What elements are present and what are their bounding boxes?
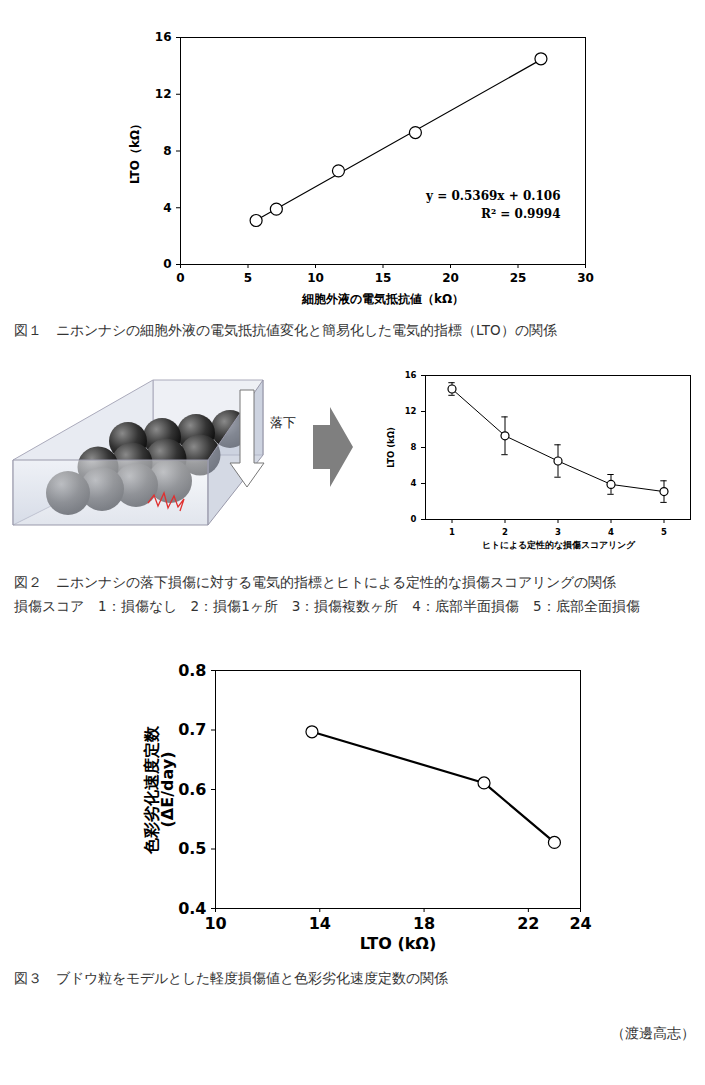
svg-text:18: 18: [413, 914, 435, 933]
svg-text:4: 4: [608, 527, 614, 537]
svg-text:0.8: 0.8: [178, 661, 206, 680]
svg-text:落下: 落下: [270, 415, 296, 430]
svg-text:12: 12: [155, 87, 172, 101]
html-text:（渡邊高志）: （渡邊高志）: [611, 1025, 695, 1041]
svg-text:0: 0: [411, 514, 417, 524]
svg-text:4: 4: [163, 201, 171, 215]
svg-text:1: 1: [449, 527, 455, 537]
svg-text:色彩劣化速度定数(ΔE/day): 色彩劣化速度定数(ΔE/day): [142, 725, 177, 855]
svg-text:25: 25: [510, 271, 527, 285]
svg-text:0.5: 0.5: [178, 839, 206, 858]
svg-text:3: 3: [555, 527, 561, 537]
svg-text:16: 16: [405, 370, 417, 380]
html-text:図１ ニホンナシの細胞外液の電気抵抗値変化と簡易化した電気的: 図１ ニホンナシの細胞外液の電気抵抗値変化と簡易化した電気的指標（LTO）の関係: [14, 322, 557, 338]
svg-text:R² = 0.9994: R² = 0.9994: [481, 207, 561, 221]
svg-text:y = 0.5369x + 0.106: y = 0.5369x + 0.106: [425, 189, 560, 203]
svg-text:16: 16: [155, 30, 172, 44]
svg-text:2: 2: [502, 527, 508, 537]
svg-text:12: 12: [405, 406, 417, 416]
svg-text:30: 30: [577, 271, 594, 285]
html-text:図２ ニホンナシの落下損傷に対する電気的指標とヒトによる定性: 図２ ニホンナシの落下損傷に対する電気的指標とヒトによる定性的な損傷スコアリング…: [14, 574, 616, 590]
svg-text:LTO (kΩ): LTO (kΩ): [360, 934, 437, 953]
svg-text:細胞外液の電気抵抗値（kΩ）: 細胞外液の電気抵抗値（kΩ）: [301, 292, 464, 306]
svg-text:0: 0: [163, 257, 171, 271]
svg-text:8: 8: [163, 144, 171, 158]
svg-text:0: 0: [176, 271, 184, 285]
svg-text:4: 4: [411, 478, 417, 488]
svg-text:14: 14: [309, 914, 331, 933]
svg-text:10: 10: [204, 914, 226, 933]
svg-text:10: 10: [307, 271, 324, 285]
svg-text:8: 8: [411, 442, 417, 452]
svg-text:24: 24: [569, 914, 591, 933]
html-text:図３ ブドウ粒をモデルとした軽度損傷値と色彩劣化速度定数の関: 図３ ブドウ粒をモデルとした軽度損傷値と色彩劣化速度定数の関係: [14, 970, 448, 986]
html-text:損傷スコア 1：損傷なし 2：損傷1ヶ所 3：損傷複数ヶ所: 損傷スコア 1：損傷なし 2：損傷1ヶ所 3：損傷複数ヶ所 4：底部半面損傷 5…: [14, 598, 640, 614]
svg-text:0.7: 0.7: [178, 720, 206, 739]
svg-text:5: 5: [244, 271, 252, 285]
svg-text:0.6: 0.6: [178, 780, 206, 799]
svg-text:22: 22: [517, 914, 539, 933]
svg-text:20: 20: [442, 271, 459, 285]
svg-text:5: 5: [661, 527, 667, 537]
svg-text:15: 15: [375, 271, 392, 285]
svg-text:LTO (kΩ): LTO (kΩ): [386, 427, 396, 468]
svg-text:0.4: 0.4: [178, 899, 206, 918]
svg-text:LTO（kΩ）: LTO（kΩ）: [128, 118, 142, 184]
svg-text:ヒトによる定性的な損傷スコアリング: ヒトによる定性的な損傷スコアリング: [482, 540, 636, 550]
